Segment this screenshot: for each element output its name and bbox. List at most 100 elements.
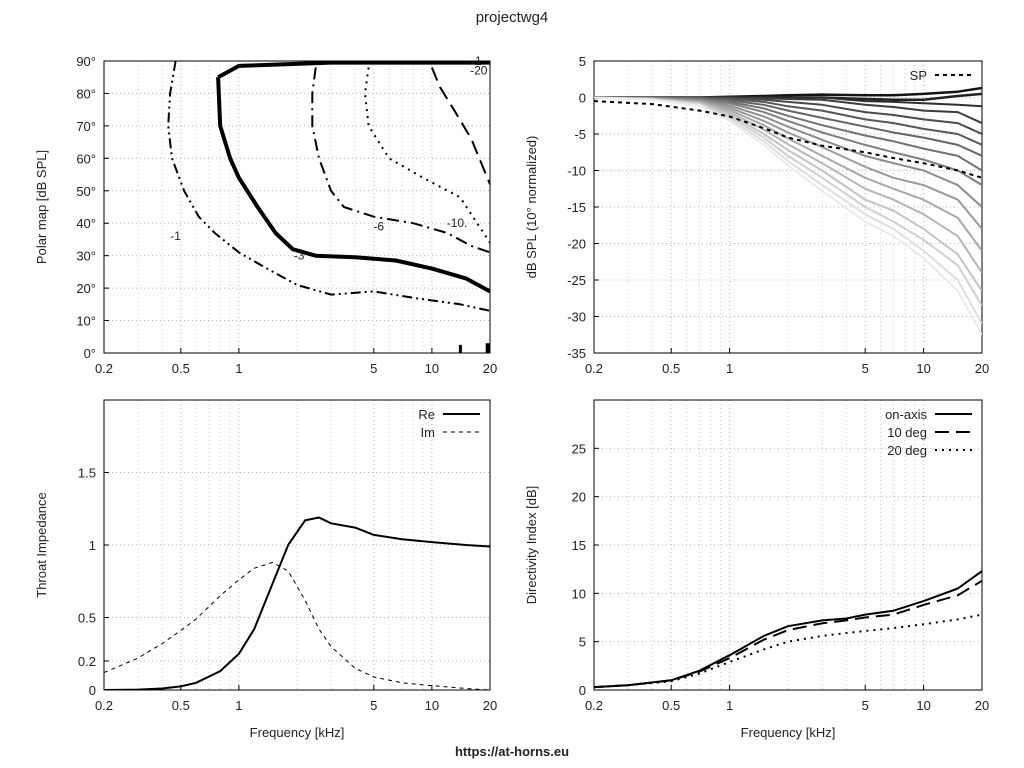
impedance-curves (104, 516, 490, 690)
spl-y-tick-label: -10 (567, 164, 586, 179)
impedance-x-tick-label: 20 (483, 698, 497, 713)
di-x-tick-label: 0.2 (585, 698, 603, 713)
polar-y-tick-label: 80° (76, 86, 96, 101)
di-curve-0 (594, 570, 982, 689)
di-x-tick-label: 20 (975, 698, 989, 713)
contour-label: -6 (373, 219, 384, 233)
spl-x-tick-label: 10 (916, 361, 930, 376)
impedance-y-axis-label: Throat Impedance (34, 492, 49, 598)
spl-y-axis-label: dB SPL (10° normalized) (524, 136, 539, 279)
spl-y-tick-label: 0 (579, 91, 586, 106)
spl-x-tick-label: 0.2 (585, 361, 603, 376)
polar-y-tick-label: 40° (76, 216, 96, 231)
polar-y-tick-label: 50° (76, 184, 96, 199)
impedance-x-tick-label: 0.5 (172, 698, 190, 713)
impedance-y-tick-label: 0 (89, 683, 96, 698)
polar-x-tick-label: 10 (425, 361, 439, 376)
contour-line--20 (430, 67, 490, 185)
di-x-tick-label: 5 (862, 698, 869, 713)
impedance-y-tick-label: 0.5 (78, 611, 96, 626)
impedance-x-axis-label: Frequency [kHz] (250, 725, 345, 740)
polar-y-tick-label: 70° (76, 119, 96, 134)
di-y-tick-label: 10 (572, 586, 586, 601)
impedance-y-tick-label: 1.5 (78, 466, 96, 481)
spl-y-tick-label: -35 (567, 346, 586, 361)
contour-line--3 (217, 61, 490, 79)
di-y-tick-label: 5 (579, 635, 586, 650)
contour-label: -1 (471, 54, 482, 68)
polar-x-tick-label: 5 (370, 361, 377, 376)
di-x-tick-label: 0.5 (662, 698, 680, 713)
spl-y-tick-label: -15 (567, 200, 586, 215)
polar-y-tick-label: 90° (76, 54, 96, 69)
contour-label: -1 (170, 229, 181, 243)
polar-x-tick-label: 0.5 (172, 361, 190, 376)
polar-contours (167, 61, 490, 353)
contour-line--1 (167, 61, 490, 312)
contour-label: -3 (294, 249, 305, 263)
di-y-tick-label: 25 (572, 441, 586, 456)
contour-fragment (485, 343, 490, 353)
spl-legend-label: SP (910, 68, 927, 83)
impedance-legend: Re Im (418, 407, 480, 440)
di-x-tick-label: 10 (916, 698, 930, 713)
impedance-x-tick-label: 1 (235, 698, 242, 713)
di-legend: on-axis 10 deg 20 deg (885, 407, 972, 458)
polar-x-tick-label: 1 (235, 361, 242, 376)
sp-curve (594, 100, 982, 179)
impedance-y-tick-label: 1 (89, 538, 96, 553)
spl-y-tick-label: -5 (574, 127, 586, 142)
polar-y-tick-label: 0° (84, 346, 96, 361)
spl-y-tick-label: 5 (579, 54, 586, 69)
impedance-re-curve (104, 516, 490, 690)
spl-curves (594, 86, 982, 336)
polar-x-tick-label: 0.2 (95, 361, 113, 376)
di-curve-2 (594, 613, 982, 689)
impedance-legend-label: Im (421, 425, 435, 440)
impedance-legend-label: Re (418, 407, 435, 422)
polar-y-tick-label: 30° (76, 249, 96, 264)
di-legend-label: 20 deg (887, 443, 927, 458)
spl-y-tick-label: -30 (567, 310, 586, 325)
di-y-tick-label: 15 (572, 538, 586, 553)
impedance-x-tick-label: 10 (425, 698, 439, 713)
di-y-tick-label: 0 (579, 683, 586, 698)
di-legend-label: on-axis (885, 407, 927, 422)
impedance-x-tick-label: 5 (370, 698, 377, 713)
polar-y-tick-label: 60° (76, 151, 96, 166)
polar-y-tick-label: 20° (76, 281, 96, 296)
polar-y-tick-label: 10° (76, 314, 96, 329)
spl-angle-curve (594, 96, 982, 336)
di-curves (594, 570, 982, 689)
di-y-axis-label: Directivity Index [dB] (524, 486, 539, 605)
di-legend-label: 10 deg (887, 425, 927, 440)
di-curve-1 (594, 579, 982, 689)
footer-url: https://at-horns.eu (454, 744, 570, 759)
di-y-tick-label: 20 (572, 490, 586, 505)
spl-x-tick-label: 1 (726, 361, 733, 376)
spl-legend: SP (910, 68, 972, 83)
polar-x-tick-label: 20 (483, 361, 497, 376)
page-title: projectwg4 (475, 9, 549, 26)
spl-x-tick-label: 20 (975, 361, 989, 376)
impedance-y-tick-label: 0.2 (78, 654, 96, 669)
contour-line--3 (216, 77, 490, 294)
impedance-x-tick-label: 0.2 (95, 698, 113, 713)
spl-y-tick-label: -25 (567, 273, 586, 288)
contour-label: -20 (470, 64, 488, 78)
spl-x-tick-label: 0.5 (662, 361, 680, 376)
contour-line--6 (311, 67, 490, 254)
di-x-tick-label: 1 (726, 698, 733, 713)
di-x-axis-label: Frequency [kHz] (741, 725, 836, 740)
polar-y-axis-label: Polar map [dB SPL] (34, 150, 49, 264)
contour-fragment (458, 344, 462, 353)
spl-y-tick-label: -20 (567, 237, 586, 252)
contour-label: -10. (447, 216, 468, 230)
spl-x-tick-label: 5 (862, 361, 869, 376)
